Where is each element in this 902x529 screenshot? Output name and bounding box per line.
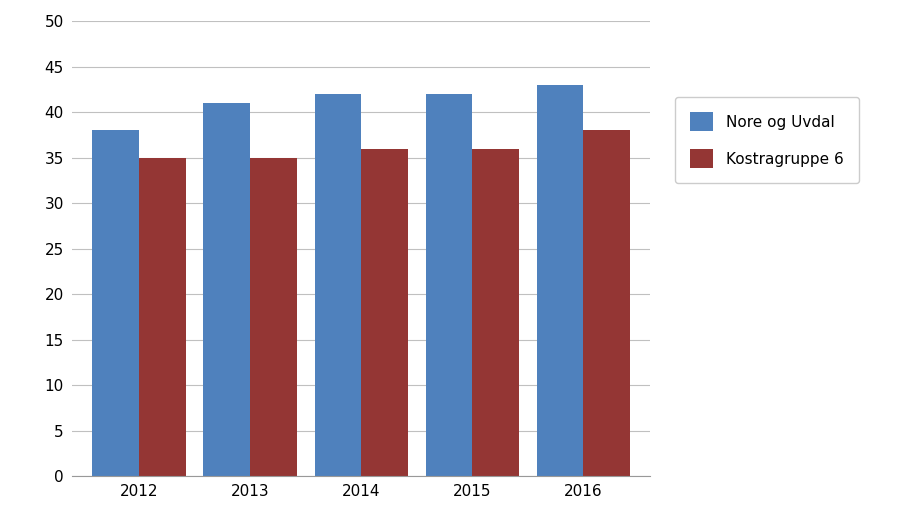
Legend: Nore og Uvdal, Kostragruppe 6: Nore og Uvdal, Kostragruppe 6 [675,97,858,183]
Bar [203,103,250,476]
Bar [361,149,408,476]
Bar [250,158,297,476]
Bar [314,94,361,476]
Bar [92,130,139,476]
Bar [583,130,630,476]
Bar [536,85,583,476]
Bar [472,149,519,476]
Bar [139,158,186,476]
Bar [425,94,472,476]
